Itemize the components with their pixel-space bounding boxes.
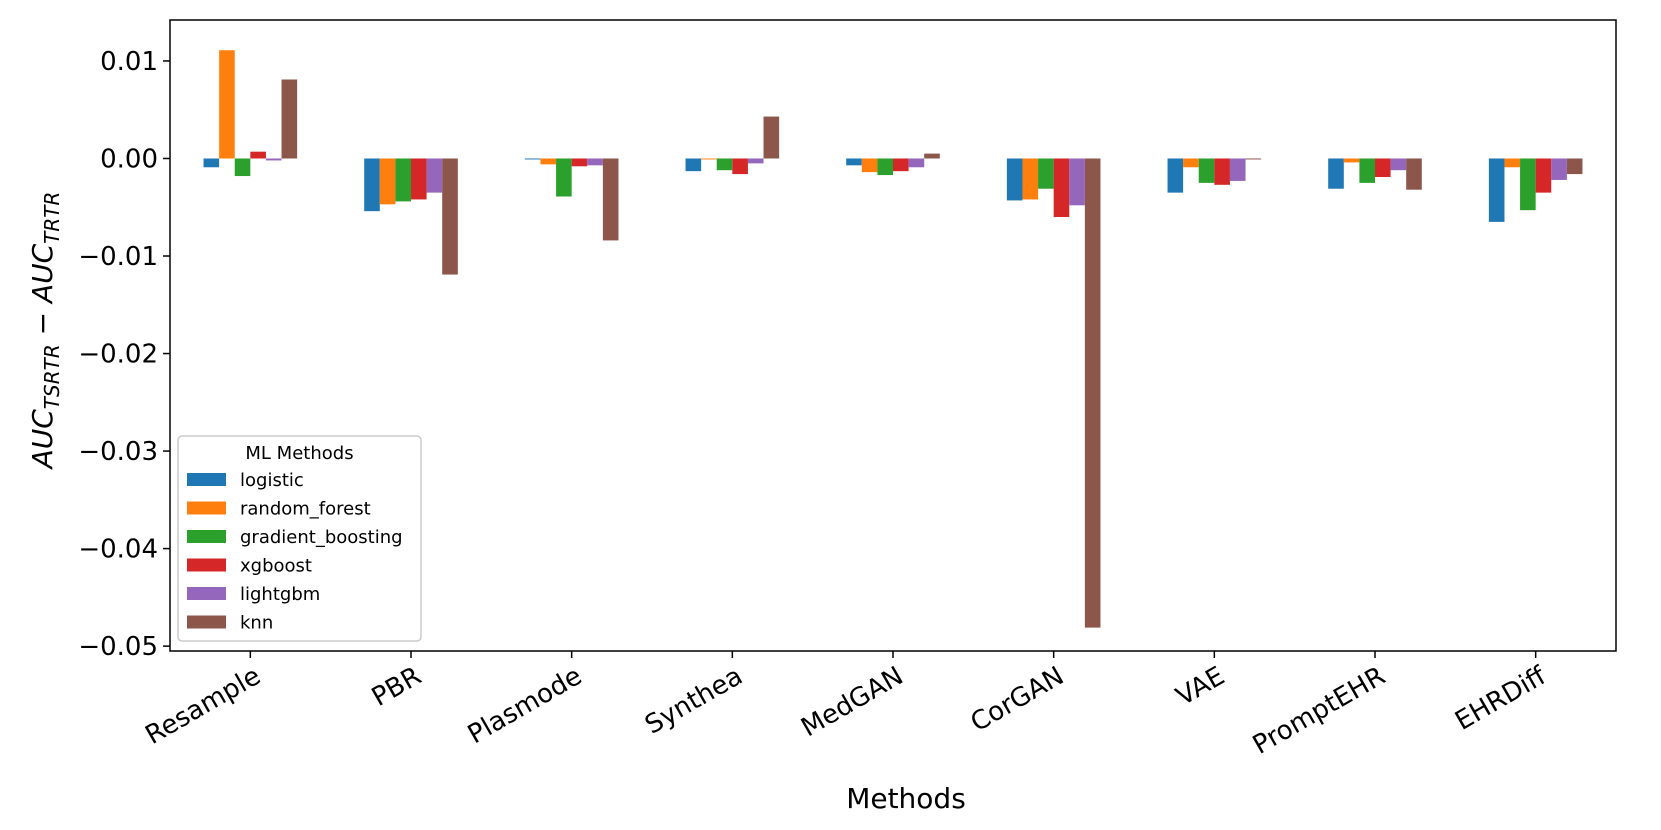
x-tick-label-synthea: Synthea bbox=[640, 661, 748, 740]
bar-logistic-pbr bbox=[364, 158, 380, 212]
bar-xgboost-ehrdiff bbox=[1535, 158, 1552, 193]
bar-random_forest-promptehr bbox=[1343, 158, 1360, 163]
bar-logistic-vae bbox=[1167, 158, 1184, 193]
bar-logistic-corgan bbox=[1006, 158, 1023, 201]
bar-gradient_boosting-vae bbox=[1198, 158, 1215, 183]
bar-random_forest-corgan bbox=[1022, 158, 1039, 200]
bar-knn-resample bbox=[281, 79, 298, 159]
x-tick-label-medgan: MedGAN bbox=[796, 661, 908, 743]
bar-logistic-medgan bbox=[846, 158, 862, 166]
bar-knn-promptehr bbox=[1406, 158, 1422, 190]
bar-lightgbm-promptehr bbox=[1390, 158, 1407, 171]
legend-swatch-logistic bbox=[187, 473, 226, 486]
y-tick-label: −0.05 bbox=[78, 632, 158, 662]
bar-xgboost-synthea bbox=[732, 158, 748, 175]
bar-random_forest-synthea bbox=[701, 158, 717, 160]
x-tick-label-resample: Resample bbox=[140, 661, 265, 751]
legend-title: ML Methods bbox=[245, 443, 353, 464]
bar-gradient_boosting-medgan bbox=[877, 158, 893, 176]
bar-random_forest-pbr bbox=[379, 158, 396, 205]
legend-label-knn: knn bbox=[240, 613, 273, 634]
bar-random_forest-plasmode bbox=[540, 158, 557, 165]
bar-logistic-plasmode bbox=[524, 158, 541, 160]
legend-box bbox=[177, 435, 422, 642]
x-axis-title: Methods bbox=[846, 782, 966, 815]
legend-label-logistic: logistic bbox=[240, 470, 304, 491]
y-axis: 0.01 0.00 −0.01 −0.02 −0.03 −0.04 −0.05 bbox=[78, 47, 170, 662]
bar-random_forest-medgan bbox=[861, 158, 878, 173]
bar-xgboost-pbr bbox=[411, 158, 427, 200]
bar-lightgbm-vae bbox=[1229, 158, 1246, 181]
bar-lightgbm-pbr bbox=[426, 158, 443, 193]
y-axis-title-minus: − bbox=[26, 303, 59, 344]
bar-knn-medgan bbox=[924, 153, 940, 159]
legend-label-lightgbm: lightgbm bbox=[240, 584, 320, 605]
legend-label-gradient_boosting: gradient_boosting bbox=[240, 527, 403, 548]
bar-knn-synthea bbox=[763, 116, 780, 159]
bar-xgboost-promptehr bbox=[1375, 158, 1391, 178]
bar-logistic-resample bbox=[203, 158, 220, 168]
bar-random_forest-resample bbox=[219, 50, 235, 159]
legend-swatch-gradient_boosting bbox=[187, 530, 226, 543]
x-tick-label-plasmode: Plasmode bbox=[463, 661, 587, 750]
bar-knn-vae bbox=[1245, 158, 1262, 160]
bar-gradient_boosting-promptehr bbox=[1359, 158, 1375, 183]
bar-gradient_boosting-corgan bbox=[1038, 158, 1054, 189]
y-axis-title-main-2: AUC bbox=[26, 243, 59, 305]
x-tick-label-corgan: CorGAN bbox=[966, 661, 1069, 738]
legend-swatch-random_forest bbox=[187, 501, 226, 515]
bar-logistic-ehrdiff bbox=[1488, 158, 1505, 222]
plot-frame bbox=[169, 19, 1617, 652]
x-tick-label-promptehr: PromptEHR bbox=[1248, 661, 1391, 761]
bar-gradient_boosting-resample bbox=[234, 158, 251, 177]
y-tick-label: −0.04 bbox=[78, 535, 158, 565]
y-axis-title: AUCTSRTR − AUCTRTR bbox=[26, 192, 64, 471]
y-tick-label: 0.01 bbox=[100, 47, 158, 77]
bar-xgboost-resample bbox=[250, 151, 266, 159]
x-tick-label-ehrdiff: EHRDiff bbox=[1450, 661, 1552, 737]
bar-gradient_boosting-pbr bbox=[395, 158, 411, 202]
bar-knn-ehrdiff bbox=[1566, 158, 1583, 175]
bar-lightgbm-plasmode bbox=[587, 158, 603, 166]
y-tick-label: 0.00 bbox=[100, 144, 158, 174]
bar-lightgbm-resample bbox=[265, 158, 282, 161]
y-axis-title-sub2: TRTR bbox=[40, 192, 64, 244]
bar-lightgbm-ehrdiff bbox=[1551, 158, 1567, 180]
x-tick-label-vae: VAE bbox=[1171, 661, 1230, 712]
legend-items: logistic random_forest gradient_boostingxg… bbox=[187, 470, 403, 634]
bar-xgboost-vae bbox=[1214, 158, 1230, 185]
bars-layer bbox=[203, 50, 1583, 628]
y-tick-label: −0.01 bbox=[78, 242, 158, 272]
legend-swatch-knn bbox=[187, 615, 226, 629]
legend-label-xgboost: xgboost bbox=[240, 556, 312, 577]
bar-xgboost-medgan bbox=[893, 158, 909, 172]
y-axis-title-main: AUC bbox=[26, 409, 59, 471]
bar-xgboost-corgan bbox=[1053, 158, 1070, 218]
bar-xgboost-plasmode bbox=[571, 158, 588, 167]
bar-gradient_boosting-plasmode bbox=[556, 158, 572, 197]
x-tick-label-pbr: PBR bbox=[367, 661, 427, 713]
legend-swatch-xgboost bbox=[187, 558, 226, 572]
y-axis-title-sub1: TSRTR bbox=[40, 344, 64, 409]
legend-label-random_forest: random_forest bbox=[240, 499, 371, 520]
y-tick-label: −0.03 bbox=[78, 437, 158, 467]
bar-knn-corgan bbox=[1084, 158, 1101, 628]
bar-logistic-synthea bbox=[685, 158, 702, 172]
bar-gradient_boosting-ehrdiff bbox=[1520, 158, 1536, 211]
legend: ML Methods logistic random_forest gradient… bbox=[177, 435, 422, 642]
bar-knn-pbr bbox=[442, 158, 458, 275]
bar-lightgbm-synthea bbox=[747, 158, 764, 164]
bar-lightgbm-medgan bbox=[908, 158, 925, 168]
x-axis: Resample PBR Plasmode Synthea MedGAN CorGAN VA… bbox=[140, 651, 1552, 761]
y-tick-label: −0.02 bbox=[78, 340, 158, 370]
bar-lightgbm-corgan bbox=[1069, 158, 1085, 206]
bar-random_forest-ehrdiff bbox=[1504, 158, 1521, 168]
bar-gradient_boosting-synthea bbox=[716, 158, 733, 171]
legend-swatch-lightgbm bbox=[187, 587, 226, 600]
bar-knn-plasmode bbox=[602, 158, 619, 241]
bar-logistic-promptehr bbox=[1328, 158, 1344, 189]
bar-random_forest-vae bbox=[1183, 158, 1199, 168]
